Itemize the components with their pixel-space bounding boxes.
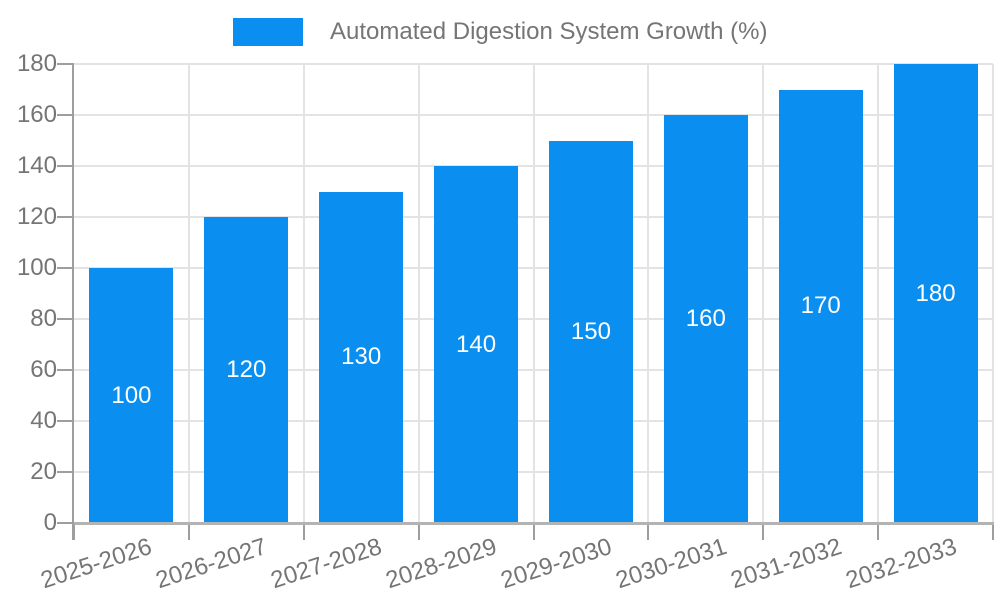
y-axis-label: 140 [16, 152, 57, 179]
y-tick [57, 420, 73, 422]
bar-value-label: 100 [111, 381, 152, 409]
x-axis-label: 2030-2031 [612, 533, 730, 595]
vgrid-line [647, 64, 650, 523]
x-axis-label: 2025-2026 [37, 533, 156, 595]
bar[interactable] [663, 115, 748, 523]
bar[interactable] [548, 140, 633, 523]
y-tick [57, 114, 73, 116]
y-axis-label: 120 [16, 203, 57, 230]
bar[interactable] [893, 64, 978, 523]
y-axis-label: 180 [16, 50, 57, 77]
bar[interactable] [319, 191, 404, 523]
bar-value-label: 140 [456, 330, 497, 358]
y-tick [57, 63, 73, 65]
x-axis-label: 2032-2033 [842, 533, 960, 595]
y-axis-label: 0 [43, 509, 57, 536]
vgrid-line [992, 64, 994, 523]
y-tick [57, 522, 73, 524]
y-axis-label: 60 [30, 356, 57, 383]
vgrid-line [302, 64, 305, 523]
vgrid-line [417, 64, 420, 523]
bar-value-label: 170 [800, 292, 841, 320]
bar[interactable] [434, 166, 519, 523]
x-tick [877, 525, 880, 540]
vgrid-line [762, 64, 765, 523]
bar[interactable] [778, 89, 863, 523]
bar-value-label: 180 [915, 279, 956, 307]
x-axis-line [73, 522, 994, 525]
x-axis-label: 2028-2029 [382, 533, 501, 595]
x-tick [302, 525, 305, 540]
y-axis-label: 80 [30, 305, 57, 332]
bar[interactable] [89, 268, 174, 523]
vgrid-line [877, 64, 880, 523]
y-axis-label: 20 [30, 458, 57, 485]
bar-value-label: 150 [570, 317, 611, 345]
vgrid-line [532, 64, 535, 523]
x-tick [187, 525, 190, 540]
legend-swatch [233, 18, 303, 46]
x-axis-label: 2029-2030 [497, 533, 615, 595]
x-tick [647, 525, 650, 540]
x-tick [73, 525, 75, 540]
x-tick [762, 525, 765, 540]
x-axis-label: 2027-2028 [267, 533, 386, 595]
bar[interactable] [204, 217, 289, 523]
bar-value-label: 120 [226, 356, 267, 383]
y-axis-label: 100 [16, 254, 57, 281]
y-tick [57, 267, 73, 269]
y-tick [57, 369, 73, 371]
vgrid-line [187, 64, 190, 523]
y-axis-label: 40 [30, 407, 57, 434]
x-axis-label: 2031-2032 [727, 533, 845, 595]
y-axis-line [72, 63, 74, 540]
y-tick [57, 471, 73, 473]
y-tick [57, 165, 73, 167]
x-axis-label: 2026-2027 [152, 533, 271, 595]
y-axis-label: 160 [16, 101, 57, 128]
y-tick [57, 216, 73, 218]
bar-value-label: 130 [341, 343, 382, 371]
y-tick [57, 318, 73, 320]
x-tick [532, 525, 535, 540]
legend-series-label: Automated Digestion System Growth (%) [330, 18, 768, 45]
x-tick [417, 525, 420, 540]
x-tick [992, 525, 994, 540]
bar-value-label: 160 [685, 305, 726, 332]
